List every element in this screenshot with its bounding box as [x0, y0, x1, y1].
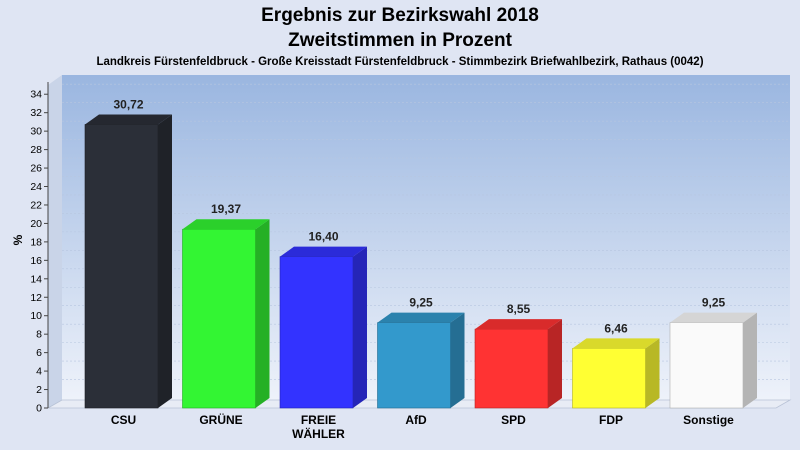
- bar: [182, 219, 270, 409]
- bar-front: [474, 328, 549, 409]
- y-tick-label: 34: [30, 89, 42, 101]
- data-label: 30,72: [113, 97, 143, 111]
- bar-front: [377, 322, 451, 409]
- x-tick-label: GRÜNE: [199, 412, 242, 427]
- plot-side-wall: [48, 75, 62, 408]
- bars: 30,72 19,37 16,40 9,25 8,55 6,46 9,25: [84, 97, 757, 409]
- y-tick-label: 24: [30, 181, 42, 193]
- bar-front: [669, 322, 744, 409]
- bar-side: [353, 246, 367, 408]
- bar: [377, 312, 465, 409]
- chart-subtitle: Landkreis Fürstenfeldbruck - Große Kreis…: [96, 56, 703, 68]
- data-label: 6,46: [604, 321, 628, 335]
- y-tick-label: 10: [30, 310, 42, 322]
- x-tick-label: WÄHLER: [292, 426, 345, 441]
- y-tick-label: 26: [30, 163, 42, 175]
- y-tick-label: 8: [36, 329, 42, 341]
- chart-title-line2: Zweitstimmen in Prozent: [288, 30, 512, 51]
- bar-front: [182, 228, 256, 409]
- bar-top: [670, 312, 757, 323]
- bar-side: [255, 219, 270, 408]
- y-tick-label: 32: [30, 107, 42, 119]
- bar-top: [182, 219, 270, 230]
- x-tick-label: AfD: [405, 413, 427, 427]
- data-label: 16,40: [308, 230, 338, 244]
- data-label: 9,25: [702, 296, 726, 310]
- y-tick-label: 0: [36, 403, 42, 415]
- bar-side: [743, 312, 757, 408]
- y-tick-label: 18: [30, 236, 42, 248]
- y-tick-label: 30: [30, 126, 42, 138]
- y-tick-label: 16: [30, 255, 42, 267]
- bar-top: [377, 312, 465, 323]
- x-tick-label: Sonstige: [683, 413, 734, 427]
- bar-side: [645, 338, 660, 408]
- y-tick-label: 4: [36, 366, 42, 378]
- y-tick-label: 28: [30, 144, 42, 156]
- y-tick-label: 12: [30, 292, 42, 304]
- bar-top: [280, 246, 367, 257]
- data-label: 9,25: [409, 296, 433, 310]
- y-tick-label: 20: [30, 218, 42, 230]
- y-tick-label: 2: [36, 384, 42, 396]
- x-tick-label: FDP: [599, 413, 623, 427]
- bar: [572, 338, 660, 409]
- bar-top: [475, 319, 562, 330]
- data-label: 8,55: [507, 302, 531, 316]
- bar-top: [572, 338, 660, 349]
- bar-top: [85, 114, 172, 125]
- data-label: 19,37: [211, 202, 241, 216]
- y-tick-label: 6: [36, 347, 42, 359]
- x-tick-label: FREIE: [301, 413, 336, 427]
- y-axis-label: %: [11, 234, 25, 245]
- bar-front: [572, 348, 646, 409]
- bar-front: [279, 256, 354, 409]
- bar: [474, 319, 562, 409]
- y-tick-label: 14: [30, 273, 42, 285]
- x-tick-label: SPD: [501, 413, 526, 427]
- bar-side: [158, 114, 172, 408]
- y-tick-label: 22: [30, 199, 42, 211]
- bar: [669, 312, 757, 409]
- chart-title: Ergebnis zur Bezirkswahl 2018: [261, 5, 539, 26]
- bar-side: [450, 312, 465, 408]
- x-tick-label: CSU: [111, 413, 136, 427]
- bar: [279, 246, 367, 409]
- bar: [84, 114, 172, 409]
- bar-side: [548, 319, 562, 408]
- bar-front: [84, 124, 159, 409]
